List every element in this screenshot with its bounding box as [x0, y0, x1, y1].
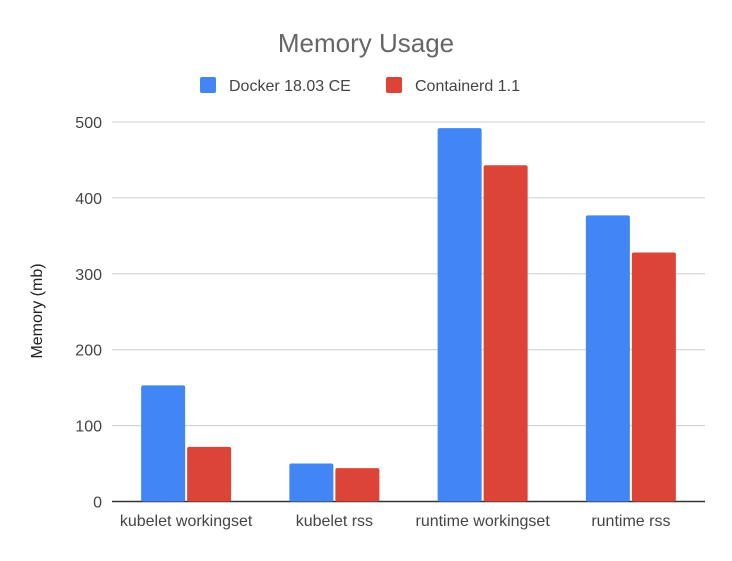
bar — [585, 215, 630, 502]
legend: Docker 18.03 CE Containerd 1.1 — [200, 77, 520, 95]
legend-label: Docker 18.03 CE — [229, 78, 351, 95]
bar — [335, 468, 380, 502]
y-tick-label: 200 — [75, 343, 102, 360]
bar — [437, 128, 482, 502]
y-tick-label: 0 — [93, 495, 102, 512]
bar — [289, 463, 334, 502]
y-tick-label: 400 — [75, 191, 102, 208]
legend-swatch — [386, 77, 402, 93]
bar — [141, 385, 186, 502]
legend-swatch — [200, 77, 216, 93]
x-tick-label: runtime rss — [591, 513, 670, 530]
x-tick-label: kubelet rss — [296, 513, 373, 530]
bars — [141, 128, 676, 502]
legend-label: Containerd 1.1 — [415, 78, 520, 95]
y-tick-label: 300 — [75, 267, 102, 284]
y-tick-label: 500 — [75, 115, 102, 132]
x-tick-label: kubelet workingset — [120, 513, 253, 530]
bar — [483, 165, 528, 502]
bar — [187, 446, 232, 502]
x-tick-label: runtime workingset — [415, 513, 550, 530]
y-tick-label: 100 — [75, 419, 102, 436]
x-axis-labels: kubelet workingset kubelet rss runtime wor… — [120, 513, 671, 530]
y-axis-label: Memory (mb) — [29, 263, 46, 358]
chart-title: Memory Usage — [278, 28, 454, 58]
bar — [631, 252, 676, 502]
